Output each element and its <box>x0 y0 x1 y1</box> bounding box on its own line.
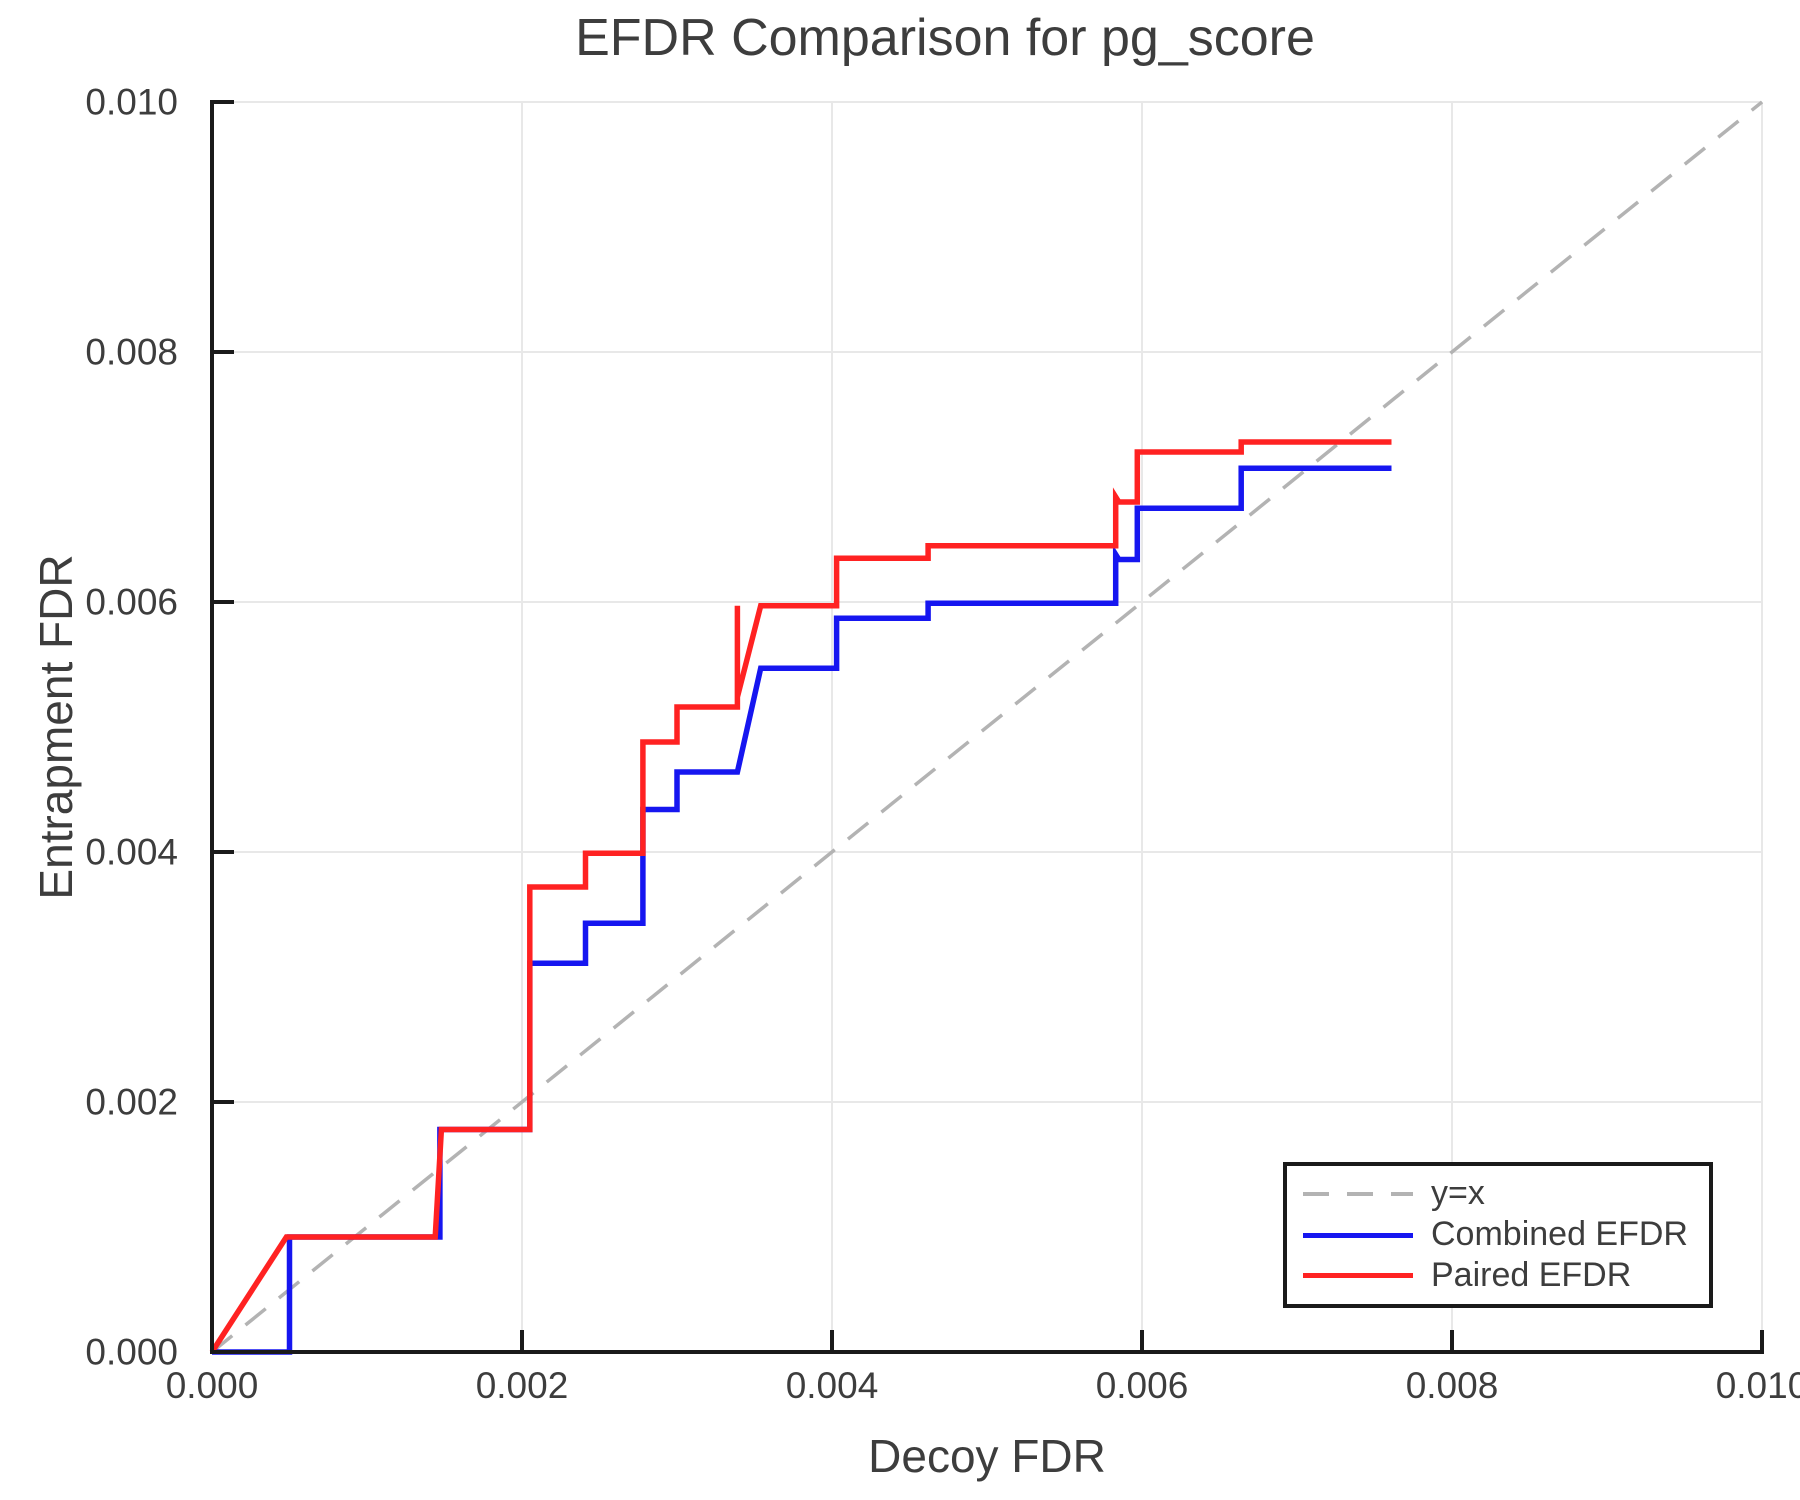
x-tick-label: 0.006 <box>1096 1365 1189 1406</box>
legend-line-combined-efdr <box>1303 1232 1413 1238</box>
legend-label-identity: y=x <box>1431 1174 1485 1213</box>
x-tick-label: 0.010 <box>1716 1365 1800 1406</box>
legend-entry-identity: y=x <box>1303 1176 1709 1212</box>
legend-line-paired-efdr <box>1303 1273 1413 1279</box>
y-tick-label: 0.002 <box>85 1082 178 1123</box>
y-tick-label: 0.008 <box>85 332 178 373</box>
x-tick-label: 0.000 <box>166 1365 259 1406</box>
y-tick-label: 0.006 <box>85 582 178 623</box>
legend: y=x Combined EFDR Paired EFDR <box>1283 1162 1713 1308</box>
legend-label-paired-efdr: Paired EFDR <box>1431 1255 1632 1294</box>
legend-entry-combined-efdr: Combined EFDR <box>1303 1215 1709 1254</box>
legend-line-identity <box>1303 1192 1413 1197</box>
y-tick-label: 0.010 <box>85 82 178 123</box>
series-line-combined-efdr <box>212 465 1392 1355</box>
series-line-paired-efdr <box>209 439 1392 1354</box>
x-tick-label: 0.008 <box>1406 1365 1499 1406</box>
x-axis-label: Decoy FDR <box>868 1430 1106 1482</box>
legend-entry-paired-efdr: Paired EFDR <box>1303 1255 1709 1294</box>
y-tick-label: 0.000 <box>85 1332 178 1373</box>
x-tick-label: 0.004 <box>786 1365 879 1406</box>
y-axis-label: Entrapment FDR <box>30 554 82 899</box>
series-line-y-x <box>210 100 1764 1354</box>
x-tick-label: 0.002 <box>476 1365 569 1406</box>
chart-title: EFDR Comparison for pg_score <box>575 9 1315 67</box>
y-tick-label: 0.004 <box>85 832 178 873</box>
legend-label-combined-efdr: Combined EFDR <box>1431 1215 1688 1254</box>
